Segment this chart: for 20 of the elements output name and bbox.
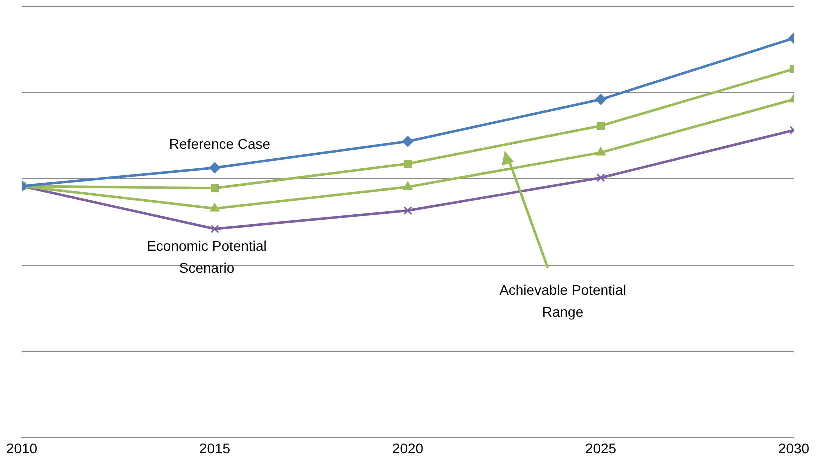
x-tick-label: 2020 xyxy=(392,440,424,456)
point xyxy=(596,122,606,130)
point xyxy=(404,206,412,216)
annotation: Achievable Potential Range xyxy=(500,282,626,320)
annotation: Reference Case xyxy=(169,136,271,152)
point xyxy=(210,224,220,234)
point xyxy=(404,160,412,168)
x-tick-label: 2015 xyxy=(199,440,231,456)
point xyxy=(210,184,220,192)
annotation: Economic Potential Scenario xyxy=(147,238,267,276)
x-tick-label: 2025 xyxy=(585,440,617,456)
x-tick-label: 2010 xyxy=(6,440,38,456)
point xyxy=(402,136,414,148)
point xyxy=(596,147,606,156)
point xyxy=(210,203,220,212)
point xyxy=(210,162,220,174)
point xyxy=(403,182,413,190)
point xyxy=(596,94,606,106)
x-tick-label: 2030 xyxy=(778,440,810,456)
point xyxy=(596,174,606,182)
